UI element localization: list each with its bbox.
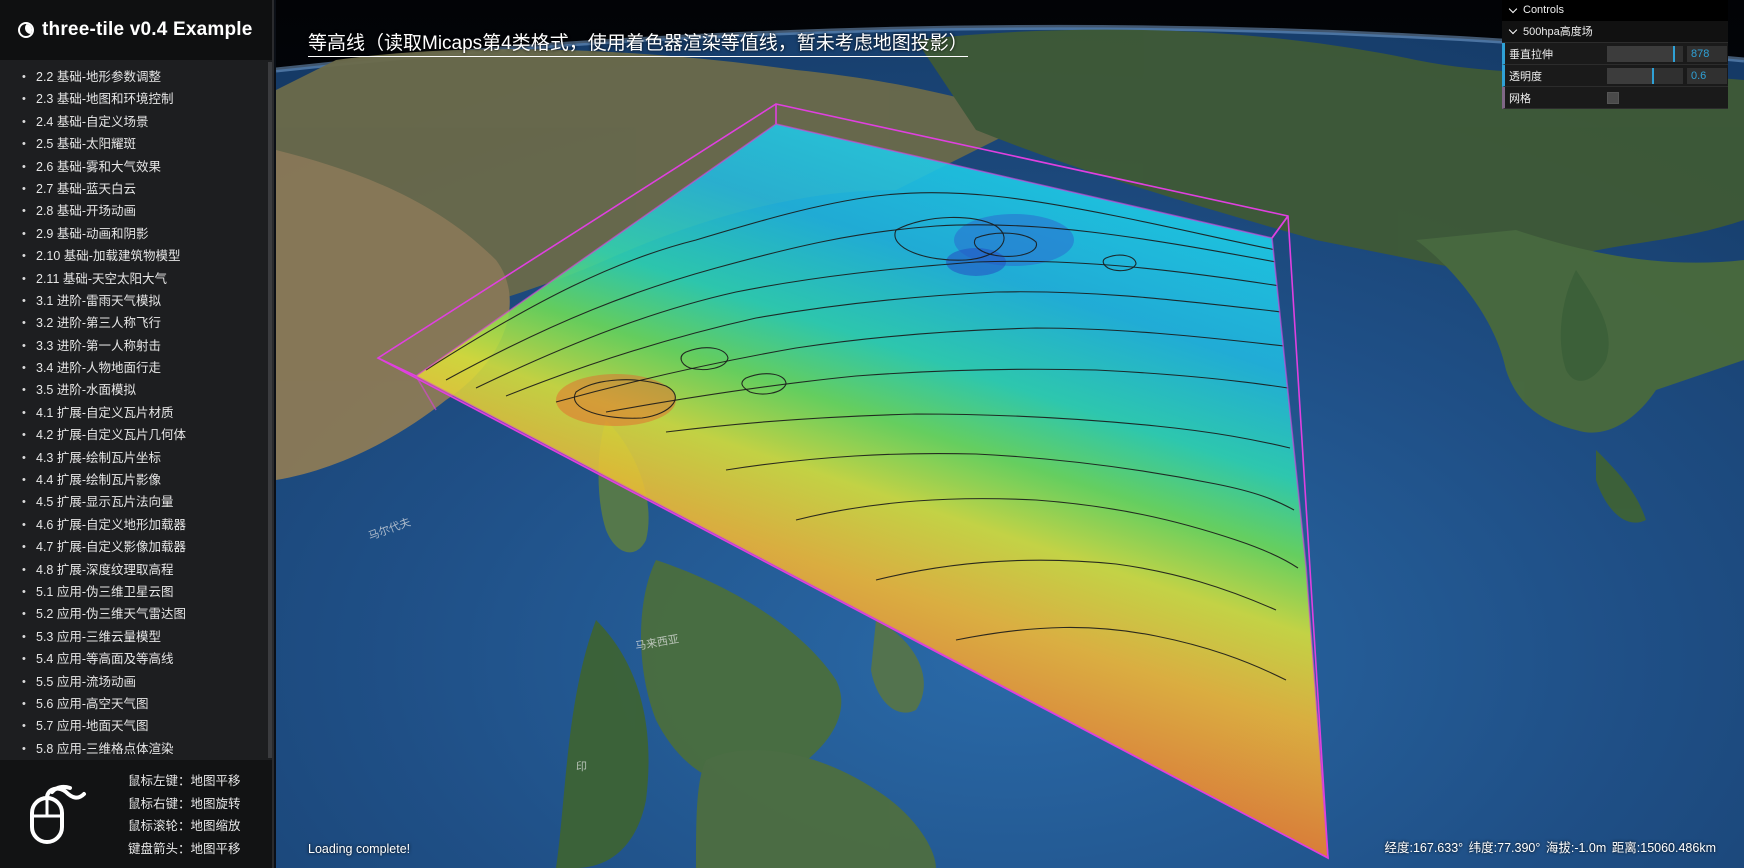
folder-500hpa[interactable]: 500hpa高度场 [1502,21,1728,43]
opacity-slider-fill [1607,67,1653,84]
menu-item[interactable]: 4.3 扩展-绘制瓦片坐标 [22,447,270,470]
menu-item[interactable]: 4.1 扩展-自定义瓦片材质 [22,402,270,425]
example-list: 2.2 基础-地形参数调整2.3 基础-地图和环境控制2.4 基础-自定义场景2… [0,64,270,754]
grid-row: 网格 [1502,87,1728,109]
map-viewport[interactable]: 马尔代夫 马来西亚 印 等高线（读取Micaps第4类格式，使用着色器渲染等值线… [276,0,1744,868]
menu-item[interactable]: 3.4 进阶-人物地面行走 [22,357,270,380]
help-line-left: 鼠标左键：地图平移 [128,774,241,788]
altitude-readout: 海拔:-1.0m [1545,841,1607,855]
volume-bounding-box [376,103,1329,860]
example-menu: 2.2 基础-地形参数调整2.3 基础-地图和环境控制2.4 基础-自定义场景2… [0,64,270,754]
page-title: 等高线（读取Micaps第4类格式，使用着色器渲染等值线，暂未考虑地图投影） [308,28,968,57]
menu-item[interactable]: 4.7 扩展-自定义影像加载器 [22,536,270,559]
app-title: three-tile v0.4 Example [42,19,253,40]
menu-item[interactable]: 5.1 应用-伪三维卫星云图 [22,581,270,604]
svg-text:印: 印 [576,760,587,773]
menu-item[interactable]: 4.6 扩展-自定义地形加载器 [22,514,270,537]
distance-readout: 距离:15060.486km [1611,841,1716,855]
menu-item[interactable]: 5.5 应用-流场动画 [22,671,270,694]
controls-header[interactable]: Controls [1502,0,1728,21]
menu-item[interactable]: 5.6 应用-高空天气图 [22,693,270,716]
menu-item[interactable]: 5.4 应用-等高面及等高线 [22,648,270,671]
menu-item[interactable]: 3.5 进阶-水面模拟 [22,379,270,402]
contour-lines [425,192,1299,681]
menu-item[interactable]: 2.4 基础-自定义场景 [22,111,270,134]
opacity-slider[interactable] [1607,67,1683,84]
coordinate-readout: 经度:167.633° 纬度:77.390° 海拔:-1.0m 距离:15060… [1385,837,1719,856]
stretch-label: 垂直拉伸 [1509,48,1553,61]
menu-item[interactable]: 2.9 基础-动画和阴影 [22,223,270,246]
controls-header-label: Controls [1523,4,1564,16]
mouse-help-lines: 鼠标左键：地图平移 鼠标右键：地图旋转 鼠标滚轮：地图缩放 键盘箭头：地图平移 [128,770,241,860]
menu-item[interactable]: 2.8 基础-开场动画 [22,200,270,223]
stretch-slider-knob[interactable] [1672,45,1675,62]
menu-item[interactable]: 5.2 应用-伪三维天气雷达图 [22,603,270,626]
menu-item[interactable]: 5.3 应用-三维云量模型 [22,626,270,649]
opacity-row: 透明度 0.6 [1502,65,1728,87]
menu-item[interactable]: 5.8 应用-三维格点体渲染 [22,738,270,754]
opacity-label: 透明度 [1509,70,1542,83]
menu-item[interactable]: 2.6 基础-雾和大气效果 [22,156,270,179]
mouse-icon [30,784,86,844]
help-line-right: 鼠标右键：地图旋转 [128,796,241,811]
grid-checkbox[interactable] [1607,91,1619,104]
stretch-slider[interactable] [1607,45,1683,62]
menu-item[interactable]: 4.8 扩展-深度纹理取高程 [22,559,270,582]
sidebar-header: three-tile v0.4 Example [0,0,272,60]
longitude-readout: 经度:167.633° [1384,841,1464,855]
menu-item[interactable]: 2.5 基础-太阳耀斑 [22,133,270,156]
controls-panel: Controls 500hpa高度场 垂直拉伸 878 透明度 0.6 网格 [1502,0,1728,109]
menu-item[interactable]: 2.2 基础-地形参数调整 [22,66,270,89]
sidebar: three-tile v0.4 Example 2.2 基础-地形参数调整2.3… [0,0,274,868]
help-line-wheel: 鼠标滚轮：地图缩放 [128,819,241,833]
mouse-help-panel: 鼠标左键：地图平移 鼠标右键：地图旋转 鼠标滚轮：地图缩放 键盘箭头：地图平移 [0,760,272,868]
loading-status: Loading complete! [308,842,411,856]
chevron-down-icon [1508,4,1518,14]
help-line-keys: 键盘箭头：地图平移 [128,841,241,856]
menu-item[interactable]: 3.2 进阶-第三人称飞行 [22,312,270,335]
folder-label: 500hpa高度场 [1523,25,1593,38]
menu-item[interactable]: 5.7 应用-地面天气图 [22,715,270,738]
menu-item[interactable]: 2.11 基础-天空太阳大气 [22,268,270,291]
menu-item[interactable]: 2.7 基础-蓝天白云 [22,178,270,201]
stretch-row: 垂直拉伸 878 [1502,43,1728,65]
opacity-slider-knob[interactable] [1651,67,1654,84]
menu-item[interactable]: 4.5 扩展-显示瓦片法向量 [22,491,270,514]
logo-icon [18,22,34,38]
menu-item[interactable]: 2.10 基础-加载建筑物模型 [22,245,270,268]
stretch-slider-fill [1607,45,1674,62]
contour-overlay [376,103,1329,860]
menu-item[interactable]: 3.3 进阶-第一人称射击 [22,335,270,358]
sidebar-scrollbar[interactable] [268,62,272,758]
menu-item[interactable]: 3.1 进阶-雷雨天气模拟 [22,290,270,313]
grid-label: 网格 [1509,92,1531,105]
latitude-readout: 纬度:77.390° [1468,841,1541,855]
chevron-down-icon [1508,25,1518,35]
stretch-value-input[interactable]: 878 [1687,45,1727,62]
opacity-value-input[interactable]: 0.6 [1687,67,1727,84]
menu-item[interactable]: 4.2 扩展-自定义瓦片几何体 [22,424,270,447]
menu-item[interactable]: 2.3 基础-地图和环境控制 [22,88,270,111]
globe-scene[interactable]: 马尔代夫 马来西亚 印 [276,0,1744,868]
menu-item[interactable]: 4.4 扩展-绘制瓦片影像 [22,469,270,492]
